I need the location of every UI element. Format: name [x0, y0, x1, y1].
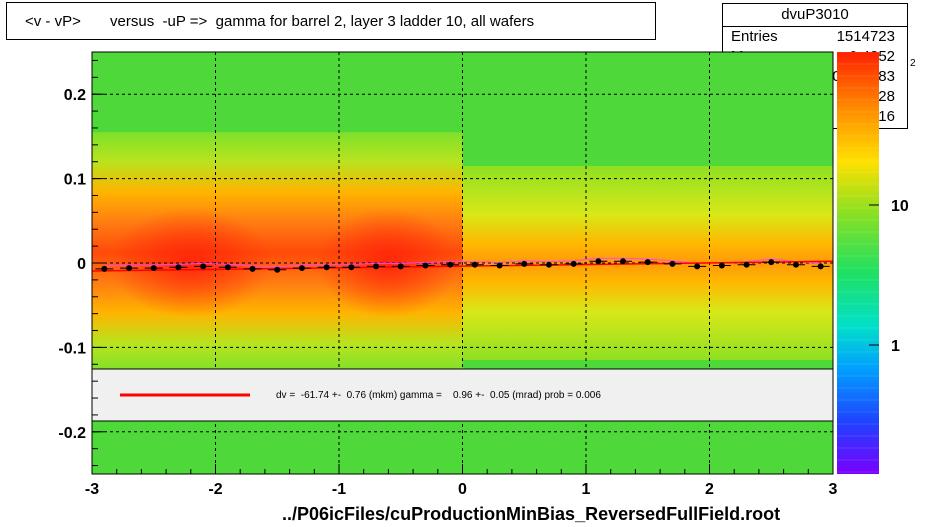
colorbar-tick-label: 10: [891, 198, 909, 215]
profile-point: [224, 264, 231, 271]
profile-point: [718, 262, 725, 269]
plot-title: <v - vP> versus -uP => gamma for barrel …: [6, 2, 656, 40]
x-tick-label: -1: [332, 481, 346, 498]
profile-point: [570, 260, 577, 267]
stats-name: dvuP3010: [723, 4, 907, 27]
profile-point: [817, 263, 824, 270]
colorbar-exponent-label: 2: [910, 58, 916, 69]
profile-point: [743, 261, 750, 268]
plot-title-text: <v - vP> versus -uP => gamma for barrel …: [25, 13, 535, 30]
profile-point: [471, 261, 478, 268]
profile-point: [669, 260, 676, 267]
colorbar-tick-label: 1: [891, 338, 900, 355]
profile-point: [175, 264, 182, 271]
y-tick-label: 0: [77, 256, 86, 273]
profile-point: [595, 258, 602, 265]
profile-point: [521, 260, 528, 267]
footer-file-path: ../P06icFiles/cuProductionMinBias_Revers…: [282, 504, 781, 524]
x-tick-label: 0: [458, 481, 467, 498]
fit-line: [92, 260, 833, 272]
profile-point: [545, 261, 552, 268]
stats-key: Entries: [731, 28, 778, 45]
profile-point: [150, 265, 157, 272]
profile-point: [694, 263, 701, 270]
x-tick-label: 1: [582, 481, 591, 498]
x-tick-label: -2: [208, 481, 222, 498]
x-tick-label: 2: [705, 481, 714, 498]
profile-point: [644, 259, 651, 266]
profile-point: [620, 258, 627, 265]
colorbar: [837, 52, 879, 474]
profile-point: [373, 263, 380, 270]
profile-point: [496, 262, 503, 269]
profile-point: [323, 264, 330, 271]
profile-point: [768, 259, 775, 266]
x-tick-label: -3: [85, 481, 99, 498]
profile-point: [298, 265, 305, 272]
y-tick-label: 0.1: [64, 172, 86, 189]
x-tick-label: 3: [829, 481, 838, 498]
profile-point: [422, 262, 429, 269]
profile-point: [200, 263, 207, 270]
y-tick-label: -0.1: [58, 340, 86, 357]
stats-value: 1514723: [836, 28, 895, 45]
stats-row-entries: Entries 1514723: [723, 27, 907, 47]
profile-point: [249, 265, 256, 272]
profile-point: [101, 265, 108, 272]
profile-point: [397, 263, 404, 270]
profile-point: [126, 265, 133, 272]
profile-point: [274, 266, 281, 273]
y-tick-label: -0.2: [58, 425, 86, 442]
profile-point: [348, 264, 355, 271]
profile-point: [447, 261, 454, 268]
fit-legend-text: dv = -61.74 +- 0.76 (mkm) gamma = 0.96 +…: [276, 390, 601, 401]
profile-point: [792, 261, 799, 268]
y-tick-label: 0.2: [64, 87, 86, 104]
